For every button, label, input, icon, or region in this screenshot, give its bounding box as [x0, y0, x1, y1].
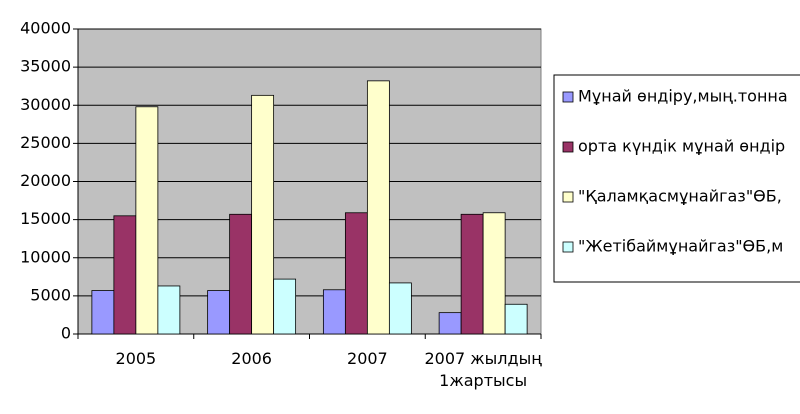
x-tick-label: 2006 — [231, 349, 272, 368]
x-tick-label: 2005 — [115, 349, 157, 368]
bar — [438, 312, 462, 335]
legend-box — [553, 74, 800, 283]
x-tick-label: 2007 — [347, 349, 388, 368]
legend-swatch — [562, 241, 574, 253]
y-tick-label: 30000 — [20, 95, 71, 114]
bar — [229, 213, 253, 335]
legend-label: орта күндік мұнай өндір — [578, 137, 785, 156]
bar — [366, 80, 390, 335]
bar — [251, 94, 275, 335]
bar — [91, 290, 115, 335]
y-tick-label: 20000 — [20, 171, 71, 190]
y-tick-label: 0 — [61, 324, 71, 343]
bar — [388, 282, 412, 335]
bar — [113, 215, 137, 335]
bar — [207, 290, 231, 335]
y-tick-label: 35000 — [20, 57, 71, 76]
legend-swatch — [562, 191, 574, 203]
y-tick-label: 5000 — [30, 285, 71, 304]
bar — [135, 106, 159, 335]
x-tick-label: 2007 жылдың 1жартысы — [424, 349, 542, 390]
legend-label: Мұнай өндіру,мың.тонна — [578, 87, 788, 106]
legend-label: "Жетібаймұнайгаз"ӨБ,м — [578, 237, 783, 256]
y-tick-label: 40000 — [20, 19, 71, 38]
legend-swatch — [562, 141, 574, 153]
bar — [273, 278, 297, 335]
bar — [460, 213, 484, 335]
y-tick-label: 10000 — [20, 247, 71, 266]
legend-label: "Қаламқасмұнайгаз"ӨБ, — [578, 187, 782, 206]
legend-swatch — [562, 91, 574, 103]
bar — [322, 289, 346, 335]
y-tick-label: 25000 — [20, 133, 71, 152]
bar — [504, 303, 528, 335]
y-tick-label: 15000 — [20, 209, 71, 228]
bar — [157, 285, 181, 335]
bar — [344, 212, 368, 335]
bar — [482, 212, 506, 335]
